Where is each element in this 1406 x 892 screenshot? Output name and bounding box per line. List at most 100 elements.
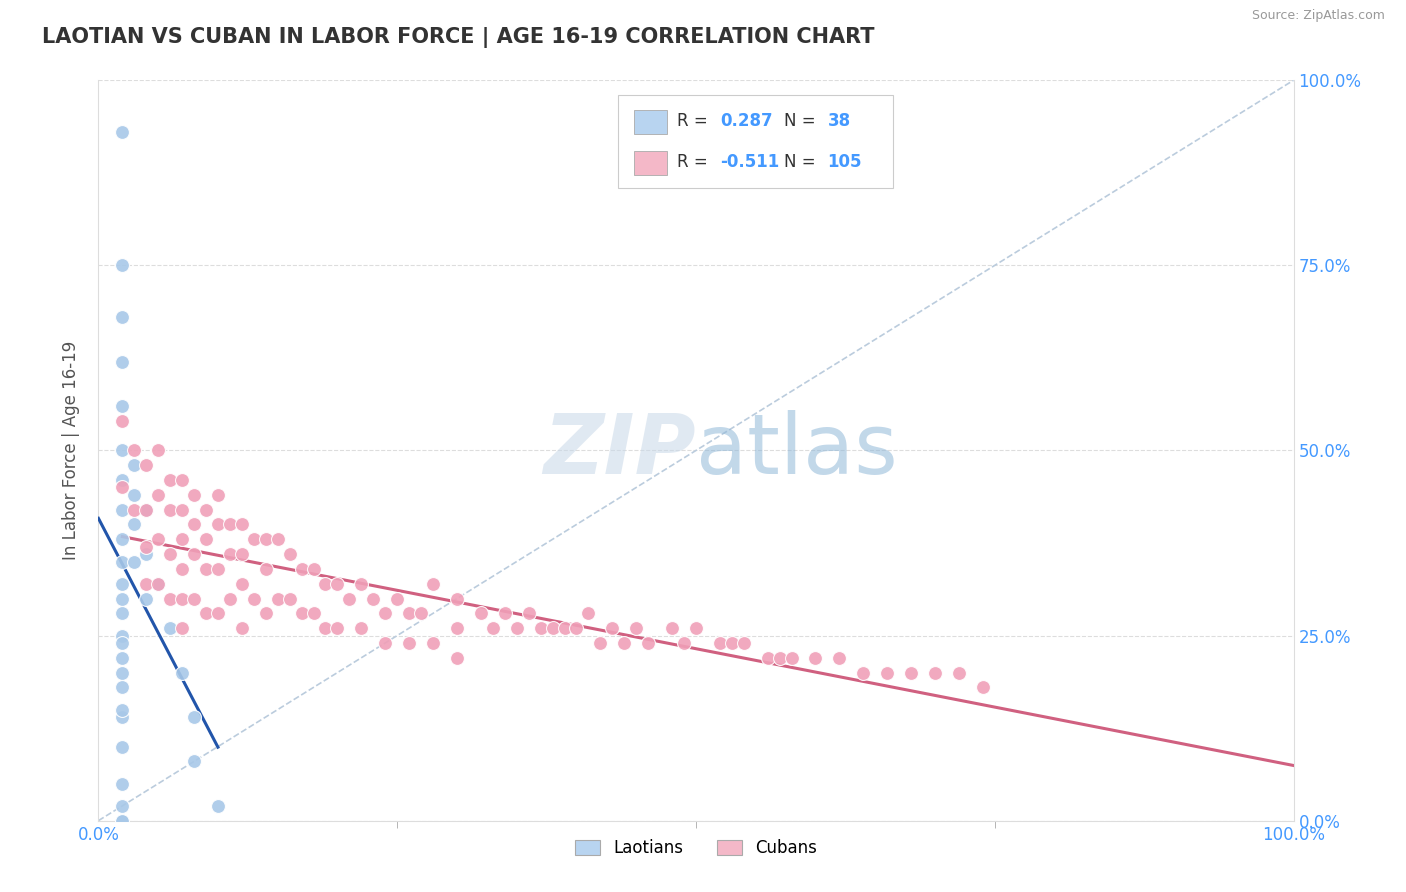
Point (183, 591, 205, 606)
Point (326, 621, 349, 635)
FancyBboxPatch shape (634, 110, 668, 134)
Point (530, 621, 553, 635)
Point (135, 502, 157, 516)
Point (876, 665, 898, 680)
Point (111, 259, 134, 273)
Point (111, 443, 134, 458)
Point (135, 458, 157, 473)
Point (315, 576, 337, 591)
Point (626, 621, 648, 635)
Point (111, 399, 134, 413)
Point (159, 547, 181, 561)
Point (254, 533, 277, 547)
Point (326, 576, 349, 591)
Text: 0.287: 0.287 (720, 112, 772, 130)
Point (422, 636, 444, 650)
Point (554, 621, 576, 635)
Point (135, 576, 157, 591)
Point (422, 576, 444, 591)
Text: Source: ZipAtlas.com: Source: ZipAtlas.com (1251, 9, 1385, 22)
FancyBboxPatch shape (634, 152, 668, 175)
Point (302, 562, 325, 576)
Point (172, 562, 194, 576)
Point (219, 547, 242, 561)
Point (207, 798, 229, 813)
Point (900, 665, 922, 680)
Point (135, 540, 157, 554)
Point (541, 621, 564, 635)
Y-axis label: In Labor Force | Age 16-19: In Labor Force | Age 16-19 (62, 341, 80, 560)
Point (350, 621, 373, 635)
Point (446, 591, 468, 606)
Point (172, 473, 194, 487)
Point (111, 414, 134, 428)
Point (685, 621, 707, 635)
Point (828, 650, 851, 665)
Point (398, 636, 420, 650)
Point (148, 488, 170, 502)
FancyBboxPatch shape (619, 95, 893, 187)
Point (111, 710, 134, 724)
Point (111, 473, 134, 487)
Text: R =: R = (676, 112, 713, 130)
Text: atlas: atlas (696, 410, 897, 491)
Point (470, 607, 492, 621)
Point (135, 502, 157, 516)
Point (172, 502, 194, 516)
Point (363, 591, 385, 606)
Point (207, 562, 229, 576)
Point (195, 607, 218, 621)
Point (302, 607, 325, 621)
Point (578, 607, 600, 621)
Point (446, 650, 468, 665)
Point (111, 533, 134, 547)
Point (804, 650, 827, 665)
Point (172, 665, 194, 680)
Point (148, 576, 170, 591)
Point (111, 576, 134, 591)
Point (278, 547, 301, 561)
Point (733, 636, 755, 650)
Point (852, 665, 875, 680)
Point (494, 607, 516, 621)
Point (661, 621, 683, 635)
Point (111, 354, 134, 368)
Point (756, 650, 779, 665)
Point (159, 473, 181, 487)
Text: N =: N = (785, 153, 821, 171)
Point (972, 681, 994, 695)
Point (350, 576, 373, 591)
Point (231, 547, 253, 561)
Point (159, 591, 181, 606)
Point (254, 607, 277, 621)
Point (111, 681, 134, 695)
Point (135, 547, 157, 561)
Point (124, 517, 146, 532)
Point (291, 562, 314, 576)
Point (111, 814, 134, 828)
Point (207, 517, 229, 532)
Point (111, 607, 134, 621)
Point (780, 650, 803, 665)
Point (613, 636, 636, 650)
Point (111, 125, 134, 139)
Point (111, 798, 134, 813)
Text: 105: 105 (827, 153, 862, 171)
Point (159, 621, 181, 635)
Point (159, 502, 181, 516)
Point (124, 488, 146, 502)
Point (948, 665, 970, 680)
Point (183, 547, 205, 561)
Point (111, 591, 134, 606)
Text: -0.511: -0.511 (720, 153, 779, 171)
Point (278, 591, 301, 606)
Point (172, 591, 194, 606)
Point (183, 710, 205, 724)
Point (673, 636, 696, 650)
Point (172, 621, 194, 635)
Point (111, 628, 134, 642)
Point (243, 591, 266, 606)
Point (231, 621, 253, 635)
Point (267, 591, 290, 606)
Point (124, 502, 146, 516)
